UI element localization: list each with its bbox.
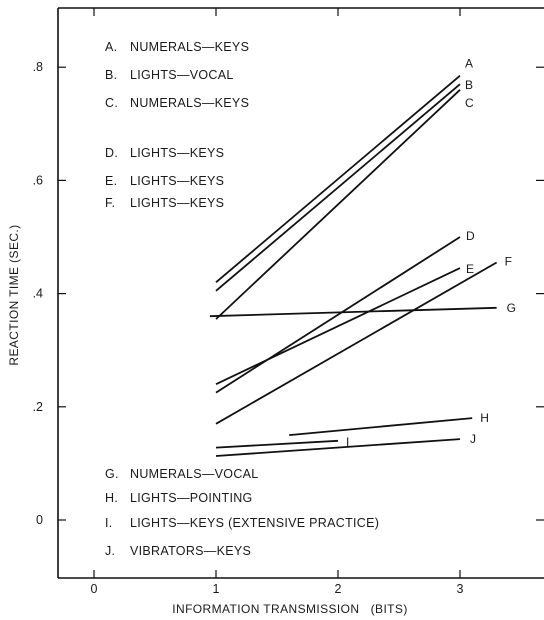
legend-letter: B. [105,68,117,82]
legend-entry: I. LIGHTS—KEYS (EXTENSIVE PRACTICE) [105,516,379,530]
series-label-d: D [466,229,475,243]
legend-text: LIGHTS—VOCAL [130,68,234,82]
series-label-c: C [465,96,474,110]
series-label-a: A [465,57,473,71]
legend-text: LIGHTS—KEYS [130,146,224,160]
x-tick-label: 0 [91,582,98,596]
x-tick-label: 2 [335,582,342,596]
y-tick-label: 0 [36,513,43,527]
series-line-f [215,261,498,425]
legend-letter: G. [105,467,119,481]
y-tick-label: .4 [33,287,43,301]
y-tick-label: .8 [33,60,43,74]
series-line-e [215,267,461,386]
legend-entry: H. LIGHTS—POINTING [105,491,253,505]
series-line-h [289,417,473,436]
legend-text: NUMERALS—VOCAL [130,467,259,481]
legend-entry: D. LIGHTS—KEYS [105,146,224,160]
legend-entry: A. NUMERALS—KEYS [105,40,249,54]
legend-entry: J. VIBRATORS—KEYS [105,544,251,558]
series-line-g [209,306,497,318]
legend-text: LIGHTS—KEYS (EXTENSIVE PRACTICE) [130,516,379,530]
legend-text: NUMERALS—KEYS [130,96,249,110]
legend-text: NUMERALS—KEYS [130,40,249,54]
legend-text: LIGHTS—KEYS [130,196,224,210]
x-axis-label: INFORMATION TRANSMISSION (BITS) [172,602,407,616]
series-line-j [215,438,461,457]
legend-letter: F. [105,196,115,210]
legend-entry: E. LIGHTS—KEYS [105,174,224,188]
series-line-d [215,236,461,394]
legend-entry: F. LIGHTS—KEYS [105,196,224,210]
series-label-e: E [466,262,474,276]
series-label-b: B [465,78,473,92]
legend-text: LIGHTS—KEYS [130,174,224,188]
series-line-a [215,75,461,283]
series-line-b [215,83,461,292]
legend-entry: G. NUMERALS—VOCAL [105,467,259,481]
series-label-j: J [470,432,476,446]
legend-letter: D. [105,146,118,160]
y-tick-label: .6 [33,173,43,187]
series-label-i: I [346,435,349,449]
x-tick-label: 3 [457,582,464,596]
series-line-i [215,439,339,449]
series-label-g: G [507,301,516,315]
legend-letter: H. [105,491,118,505]
y-tick-label: .2 [33,400,43,414]
legend-text: VIBRATORS—KEYS [130,544,251,558]
series-label-h: H [480,411,489,425]
legend-letter: J. [105,544,115,558]
series-line-c [215,89,461,320]
legend-letter: E. [105,174,117,188]
legend-letter: I. [105,516,113,530]
legend-entry: B. LIGHTS—VOCAL [105,68,234,82]
y-axis-label: REACTION TIME (SEC.) [7,224,21,365]
legend-entry: C. NUMERALS—KEYS [105,96,249,110]
legend-letter: C. [105,96,118,110]
legend-letter: A. [105,40,117,54]
series-label-f: F [505,255,512,269]
x-tick-label: 1 [213,582,220,596]
legend-text: LIGHTS—POINTING [130,491,253,505]
